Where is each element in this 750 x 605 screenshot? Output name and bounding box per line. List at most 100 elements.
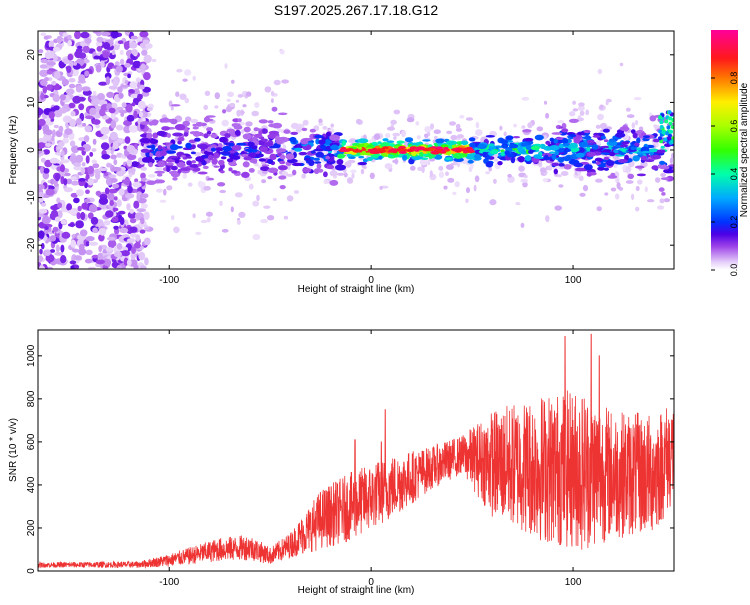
heatmap-halo-cell — [545, 112, 550, 119]
heatmap-band-cell — [549, 137, 555, 142]
heatmap-band-cell — [313, 157, 320, 161]
heatmap-band-cell — [608, 139, 616, 143]
heatmap-band-cell — [316, 163, 322, 170]
heatmap-band-cell — [366, 157, 374, 161]
heatmap-noise-cell — [111, 50, 116, 56]
heatmap-band-cell — [632, 132, 638, 139]
heatmap-noise-cell — [45, 188, 55, 196]
heatmap-noise-cell — [95, 41, 103, 47]
heatmap-band-cell — [659, 125, 664, 129]
heatmap-band-cell — [621, 141, 630, 145]
heatmap-band-cell — [290, 131, 299, 135]
heatmap-cells — [38, 31, 674, 269]
heatmap-halo-cell — [355, 118, 362, 125]
heatmap-noise-cell — [48, 111, 55, 119]
heatmap-halo-cell — [170, 105, 174, 111]
heatmap-noise-cell — [103, 220, 111, 226]
heatmap-band-cell — [249, 158, 258, 164]
heatmap-band-cell — [517, 156, 525, 163]
heatmap-band-cell — [586, 146, 591, 152]
heatmap-noise-cell — [112, 78, 120, 87]
heatmap-band-cell — [561, 128, 569, 133]
heatmap-halo-cell — [452, 191, 457, 196]
heatmap-noise-cell — [137, 100, 146, 110]
heatmap-band-cell — [642, 135, 651, 139]
heatmap-noise-cell — [75, 85, 83, 93]
heatmap-band-cell — [182, 120, 190, 127]
heatmap-halo-cell — [347, 178, 354, 184]
heatmap-band-cell — [248, 152, 257, 159]
heatmap-band-cell — [141, 138, 151, 144]
heatmap-band-cell — [377, 141, 382, 145]
heatmap-halo-cell — [637, 179, 643, 185]
heatmap-noise-cell — [140, 63, 146, 71]
heatmap-noise-cell — [111, 167, 120, 172]
heatmap-band-cell — [518, 146, 524, 153]
heatmap-band-cell — [404, 137, 414, 143]
heatmap-noise-cell — [142, 86, 151, 93]
heatmap-band-cell — [575, 167, 586, 172]
heatmap-x-tick-label: -100 — [159, 275, 179, 286]
heatmap-noise-cell — [64, 128, 73, 135]
heatmap-noise-cell — [45, 254, 55, 263]
heatmap-noise-cell — [95, 171, 101, 180]
heatmap-noise-cell — [49, 249, 56, 253]
heatmap-band-cell — [242, 133, 252, 140]
heatmap-noise-cell — [96, 36, 104, 43]
heatmap-halo-cell — [219, 200, 223, 206]
heatmap-noise-cell — [114, 61, 120, 67]
heatmap-peak-cell — [387, 149, 397, 153]
heatmap-noise-cell — [85, 249, 93, 255]
heatmap-halo-cell — [595, 124, 601, 129]
heatmap-noise-cell — [81, 86, 91, 92]
heatmap-band-cell — [148, 162, 154, 168]
heatmap-band-cell — [247, 141, 255, 147]
heatmap-halo-cell — [527, 122, 533, 129]
heatmap-band-cell — [661, 192, 666, 196]
heatmap-noise-cell — [116, 243, 123, 250]
heatmap-halo-cell — [256, 194, 260, 202]
heatmap-band-cell — [298, 151, 308, 156]
heatmap-noise-cell — [52, 46, 61, 52]
heatmap-noise-cell — [118, 188, 125, 196]
heatmap-noise-cell — [93, 55, 101, 60]
heatmap-noise-cell — [68, 102, 76, 109]
colorbar-tick-label: 0.2 — [729, 216, 739, 229]
heatmap-band-cell — [434, 154, 443, 160]
heatmap-band-cell — [308, 159, 315, 166]
heatmap-band-cell — [149, 139, 159, 144]
heatmap-halo-cell — [240, 129, 245, 134]
heatmap-noise-cell — [38, 125, 42, 131]
heatmap-noise-cell — [127, 73, 131, 79]
heatmap-band-cell — [271, 122, 283, 129]
heatmap-band-cell — [362, 158, 368, 163]
heatmap-halo-cell — [438, 165, 444, 171]
heatmap-halo-cell — [616, 182, 621, 190]
heatmap-noise-cell — [105, 247, 114, 252]
heatmap-band-cell — [533, 154, 542, 159]
heatmap-halo-cell — [475, 129, 483, 136]
heatmap-noise-cell — [55, 173, 60, 182]
heatmap-band-cell — [279, 160, 286, 165]
heatmap-halo-cell — [205, 211, 213, 217]
heatmap-noise-cell — [84, 70, 90, 77]
heatmap-halo-cell — [261, 179, 267, 184]
heatmap-x-axis-label: Height of straight line (km) — [298, 284, 415, 295]
heatmap-band-cell — [667, 136, 672, 141]
heatmap-noise-cell — [48, 77, 53, 81]
heatmap-noise-cell — [43, 35, 49, 40]
heatmap-noise-cell — [110, 177, 118, 183]
heatmap-band-cell — [600, 145, 611, 149]
heatmap-noise-cell — [98, 197, 109, 205]
heatmap-band-cell — [634, 142, 640, 147]
heatmap-band-cell — [593, 132, 599, 137]
heatmap-noise-cell — [108, 188, 118, 194]
heatmap-band-cell — [474, 153, 481, 160]
heatmap-noise-cell — [48, 40, 55, 49]
heatmap-halo-cell — [443, 185, 448, 190]
heatmap-noise-cell — [113, 251, 122, 258]
heatmap-band-cell — [283, 129, 291, 134]
heatmap-noise-cell — [58, 125, 64, 133]
heatmap-band-cell — [203, 133, 209, 139]
heatmap-halo-cell — [578, 102, 585, 107]
